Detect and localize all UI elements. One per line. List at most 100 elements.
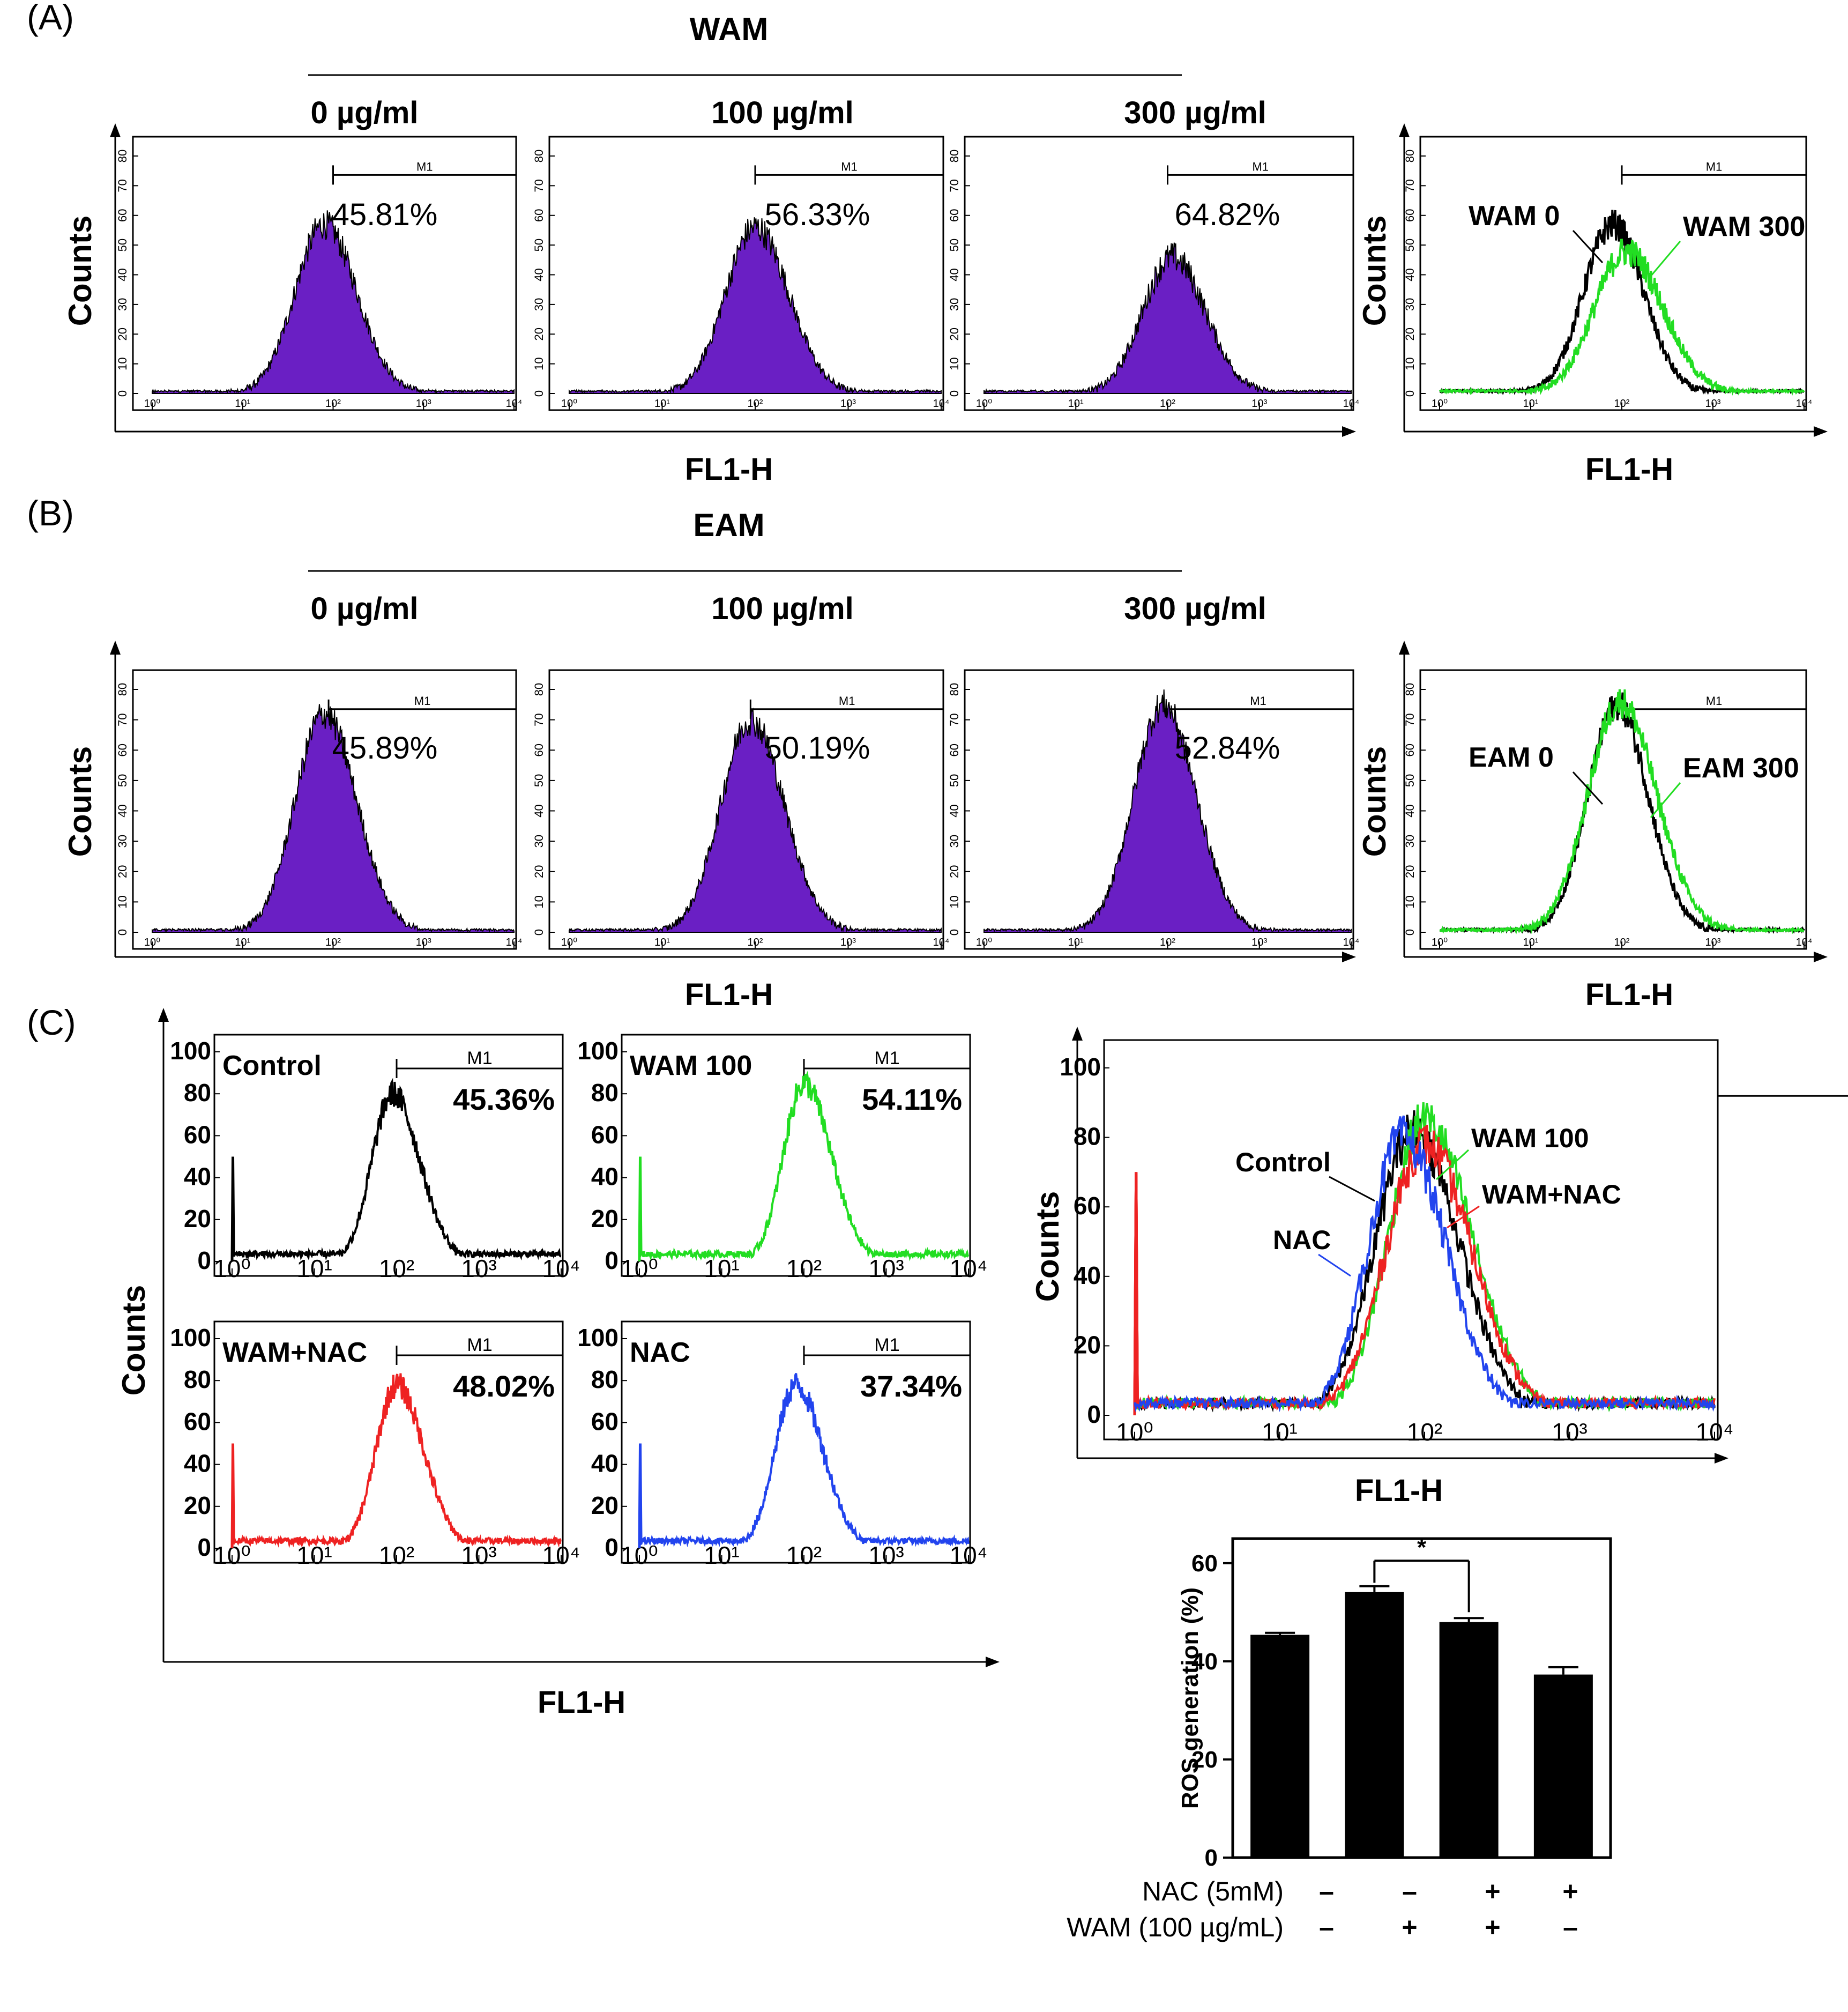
x-tick-label: 10⁴ <box>950 1254 988 1282</box>
gate-label: M1 <box>841 160 858 173</box>
x-tick-label: 10² <box>1160 937 1175 948</box>
bar-y-tick-label: 40 <box>1191 1649 1218 1675</box>
y-tick-label: 40 <box>116 268 129 281</box>
y-tick-label: 30 <box>948 835 961 848</box>
plot-frame <box>1419 136 1807 411</box>
panel-letter-B: (B) <box>27 493 74 533</box>
x-tick-label: 10⁴ <box>542 1254 580 1282</box>
wam-sign: + <box>1402 1912 1417 1942</box>
histogram-line <box>231 1373 562 1548</box>
y-tick-label: 50 <box>116 239 129 251</box>
x-tick-label: 10¹ <box>296 1541 332 1569</box>
y-axis-label: Counts <box>62 746 98 857</box>
treatment-title: WAM <box>690 11 769 47</box>
y-tick-label: 80 <box>116 683 129 696</box>
label-pointer <box>1435 1149 1470 1181</box>
x-axis-label: FL1-H <box>1585 452 1673 487</box>
x-tick-label: 10² <box>325 398 341 410</box>
y-tick-label: 100 <box>170 1324 211 1352</box>
y-tick-label: 10 <box>948 895 961 908</box>
y-tick-label: 60 <box>591 1120 619 1148</box>
plot-frame <box>1419 669 1807 950</box>
gate-label: M1 <box>467 1048 492 1068</box>
gated-percent: 54.11% <box>862 1082 962 1116</box>
y-tick-label: 80 <box>591 1079 619 1107</box>
gate-label: M1 <box>467 1335 492 1355</box>
y-tick-label: 80 <box>948 683 961 696</box>
plot-frame <box>964 669 1354 950</box>
x-tick-label: 10⁰ <box>1432 398 1448 410</box>
panel-letter-A: (A) <box>27 0 74 37</box>
label-pointer <box>1447 1205 1480 1229</box>
x-axis-label: FL1-H <box>1585 977 1673 1012</box>
x-tick-label: 10⁰ <box>144 937 160 948</box>
bar-y-tick-label: 0 <box>1205 1845 1218 1871</box>
histogram-A-1: 0 10 20 30 40 50 60 70 80 10⁰ 10¹ 10² 10³ 10⁴ M1 56.33% <box>532 136 950 411</box>
gated-percent: 50.19% <box>765 731 870 766</box>
origin-spike <box>230 1156 235 1262</box>
histogram-A-0: 0 10 20 30 40 50 60 70 80 10⁰ 10¹ 10² 10³ 10⁴ M1 45.81% <box>116 136 522 411</box>
x-tick-label: 10⁴ <box>1796 398 1813 410</box>
plot-frame <box>621 1320 971 1564</box>
x-tick-label: 10⁴ <box>933 398 950 410</box>
label-pointer <box>1650 782 1681 818</box>
y-axis-arrowhead <box>1072 1027 1083 1041</box>
x-tick-label: 10³ <box>1705 398 1721 410</box>
wam-row-label: WAM (100 µg/mL) <box>1067 1912 1284 1942</box>
series-line-wam-300 <box>1439 239 1805 396</box>
dose-title: 0 µg/ml <box>310 591 418 626</box>
y-axis-arrowhead <box>1399 641 1410 655</box>
plot-frame <box>213 1034 564 1277</box>
x-tick-label: 10¹ <box>1068 937 1084 948</box>
y-tick-label: 60 <box>948 744 961 756</box>
histogram-line <box>638 1070 970 1261</box>
x-tick-label: 10³ <box>461 1541 496 1569</box>
x-tick-label: 10² <box>748 937 763 948</box>
x-tick-label: 10¹ <box>1262 1418 1297 1446</box>
y-tick-label: 30 <box>1403 298 1417 311</box>
gated-percent: 64.82% <box>1175 197 1280 232</box>
y-tick-label: 0 <box>605 1246 619 1274</box>
x-tick-label: 10³ <box>1552 1418 1587 1446</box>
panel-letter-C: (C) <box>27 1003 76 1042</box>
x-tick-label: 10² <box>325 937 341 948</box>
y-tick-label: 40 <box>591 1450 619 1478</box>
bar-nac <box>1533 1674 1593 1858</box>
histogram-fill <box>983 689 1352 933</box>
y-tick-label: 100 <box>170 1037 211 1065</box>
y-tick-label: 20 <box>184 1205 211 1233</box>
y-tick-label: 0 <box>605 1533 619 1561</box>
bar-y-tick-label: 60 <box>1191 1550 1218 1577</box>
x-tick-label: 10¹ <box>654 937 670 948</box>
histogram-fill <box>569 707 942 933</box>
y-tick-label: 60 <box>1403 744 1417 756</box>
y-tick-label: 70 <box>116 179 129 192</box>
y-tick-label: 60 <box>116 744 129 756</box>
dose-title: 100 µg/ml <box>711 95 854 130</box>
x-tick-label: 10⁰ <box>1432 937 1448 948</box>
x-tick-label: 10⁴ <box>1796 937 1813 948</box>
y-axis-arrowhead <box>158 1008 169 1022</box>
x-tick-label: 10⁰ <box>144 398 160 410</box>
x-tick-label: 10¹ <box>704 1254 739 1282</box>
plot-frame <box>964 136 1354 411</box>
histogram-B-1: 0 10 20 30 40 50 60 70 80 10⁰ 10¹ 10² 10³ 10⁴ M1 50.19% <box>532 669 949 950</box>
y-tick-label: 70 <box>948 713 961 726</box>
y-tick-label: 70 <box>532 713 546 726</box>
dose-title: 300 µg/ml <box>1124 591 1266 626</box>
significance-star: * <box>1417 1534 1427 1561</box>
overlay-A: 0 10 20 30 40 50 60 70 80 10⁰ 10¹ 10² 10³ 10⁴ M1 <box>1403 136 1813 411</box>
overlay-B: 0 10 20 30 40 50 60 70 80 10⁰ 10¹ 10² 10³ 10⁴ M1 <box>1403 669 1813 950</box>
y-tick-label: 60 <box>948 209 961 222</box>
overlay-label: WAM 0 <box>1469 201 1560 232</box>
plot-frame <box>621 1034 971 1277</box>
y-tick-label: 40 <box>948 268 961 281</box>
y-tick-label: 10 <box>948 357 961 370</box>
y-tick-label: 30 <box>948 298 961 311</box>
x-tick-label: 10³ <box>416 937 431 948</box>
histogram-B-2: 0 10 20 30 40 50 60 70 80 10⁰ 10¹ 10² 10³ 10⁴ M1 52.84% <box>948 669 1359 950</box>
sample-name: Control <box>222 1050 322 1081</box>
